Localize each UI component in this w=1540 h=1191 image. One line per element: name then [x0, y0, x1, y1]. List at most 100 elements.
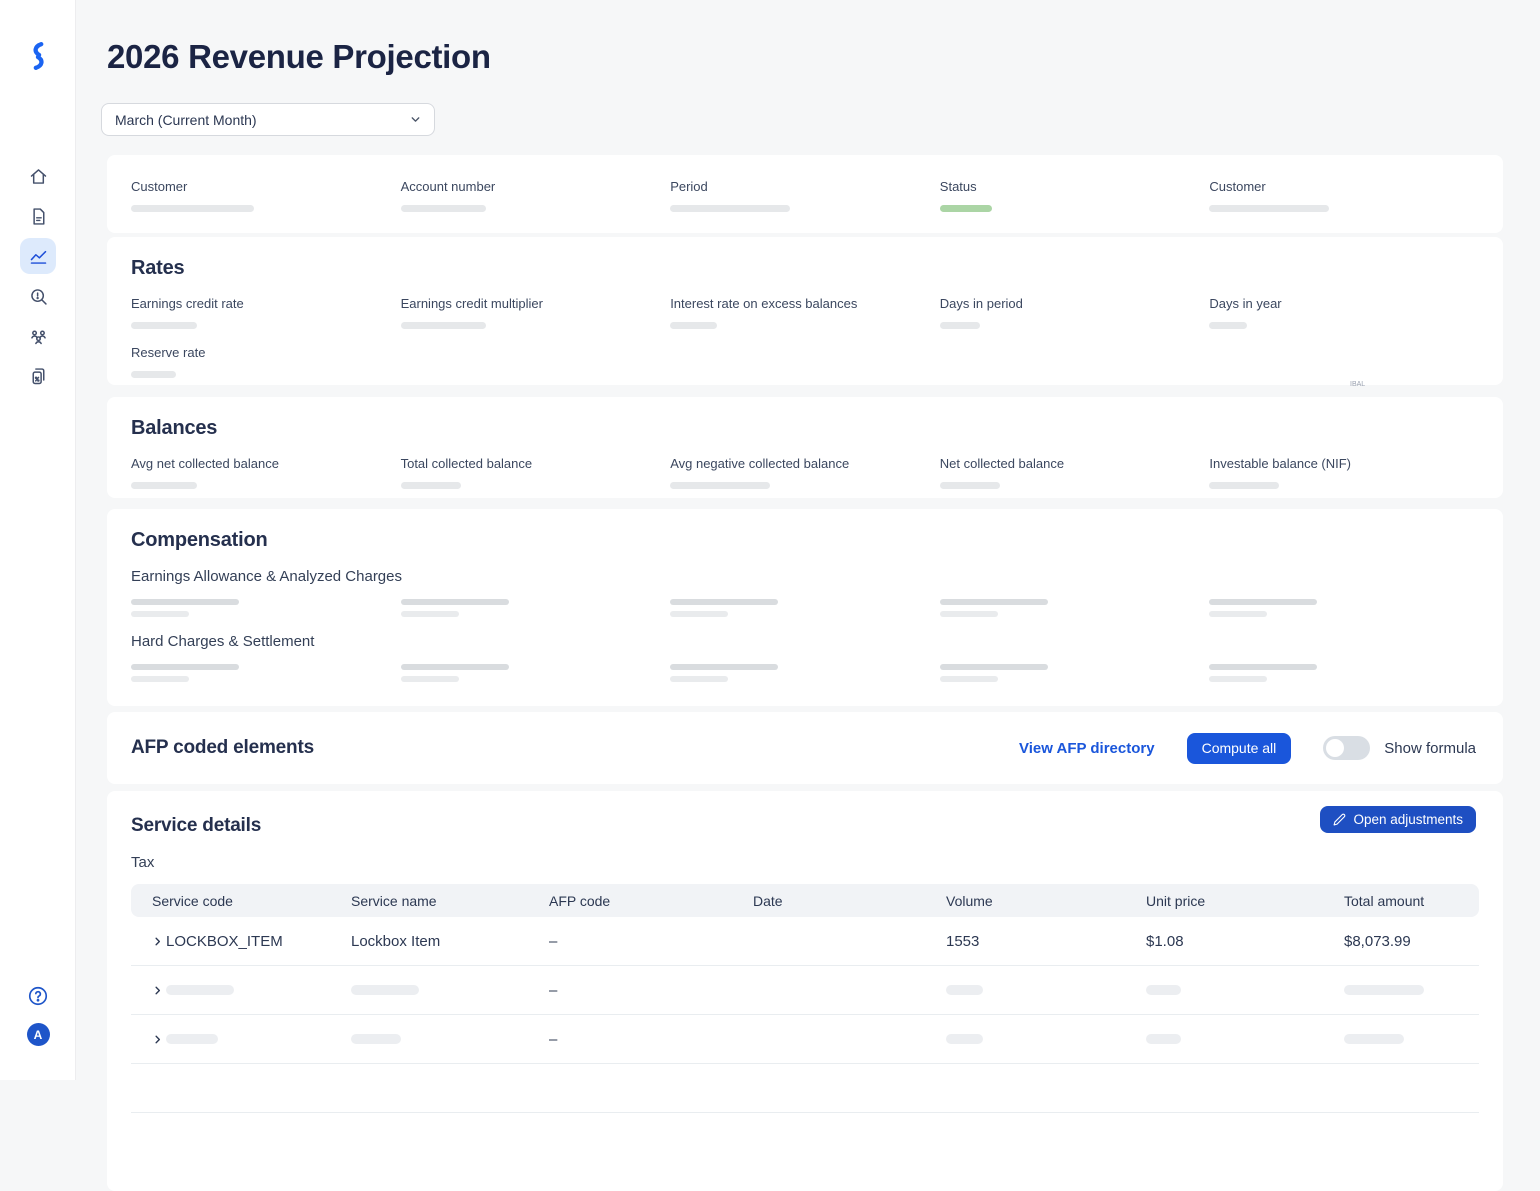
- skeleton-bar: [131, 205, 254, 212]
- team-icon: [30, 330, 46, 344]
- skeleton-bar: [1209, 611, 1268, 617]
- skeleton-pair: [670, 664, 940, 682]
- sidebar-item-chart[interactable]: [20, 238, 56, 274]
- chevron-down-icon: [411, 117, 420, 122]
- table-row[interactable]: LOCKBOX_ITEM Lockbox Item – 1553 $1.08 $8,073…: [131, 917, 1479, 966]
- field: Days in year: [1209, 296, 1479, 329]
- service-code-value: LOCKBOX_ITEM: [166, 932, 283, 950]
- expand-row-button[interactable]: [152, 1034, 163, 1045]
- field: Interest rate on excess balances: [670, 296, 940, 329]
- skeleton-bar: [131, 676, 189, 682]
- skeleton-pair: [939, 599, 1210, 617]
- afp-coded-elements-card: AFP coded elements View AFP directory Co…: [107, 712, 1503, 784]
- main-content: 2026 Revenue Projection March (Current M…: [76, 0, 1540, 1191]
- cell-unit-price: [1146, 982, 1344, 999]
- cell-service-name: [351, 982, 549, 999]
- field-label: Net collected balance: [939, 456, 1065, 471]
- field-label: Customer: [131, 179, 188, 194]
- skeleton-pair: [939, 664, 1210, 682]
- service-details-title: Service details: [131, 815, 262, 836]
- expand-row-button[interactable]: [152, 936, 163, 947]
- skeleton-bar: [131, 599, 239, 605]
- field-label: Interest rate on excess balances: [670, 296, 858, 311]
- help-icon[interactable]: [27, 985, 49, 1007]
- cell-unit-price: [1146, 1031, 1344, 1048]
- skeleton-bar: [670, 322, 718, 329]
- table-header-row: Service code Service name AFP code Date Volu…: [131, 884, 1479, 917]
- field: Period: [670, 179, 940, 212]
- cell-afp-code: –: [549, 981, 558, 999]
- tax-group-label: Tax: [131, 854, 155, 871]
- open-adjustments-button[interactable]: Open adjustments: [1320, 806, 1476, 833]
- service-table: Service code Service name AFP code Date Volu…: [131, 884, 1479, 1113]
- compensation-skeleton-grid: [131, 664, 1479, 682]
- skeleton-bar: [166, 985, 234, 995]
- chevron-right-icon: [155, 937, 161, 945]
- field: Avg negative collected balance: [670, 456, 940, 489]
- skeleton-bar: [946, 1033, 983, 1044]
- sidebar-item-document[interactable]: [20, 198, 56, 234]
- field-label: Days in year: [1209, 296, 1282, 311]
- column-header: Service name: [351, 892, 437, 909]
- column-header: Total amount: [1344, 892, 1425, 909]
- cell-service-name: [351, 1031, 549, 1048]
- balances-card: Balances Avg net collected balance Total …: [107, 397, 1503, 498]
- cell-service-name: Lockbox Item: [351, 932, 441, 950]
- show-formula-toggle[interactable]: [1323, 736, 1371, 760]
- skeleton-bar: [939, 611, 998, 617]
- expand-row-button[interactable]: [152, 985, 163, 996]
- field-label: Customer: [1209, 179, 1266, 194]
- ibal-label: IBAL: [1350, 381, 1366, 388]
- field: Earnings credit rate: [131, 296, 401, 329]
- field: Status: [939, 179, 1210, 212]
- cell-afp-code: –: [549, 932, 558, 950]
- cell-volume: [946, 982, 1146, 999]
- skeleton-bar: [670, 205, 791, 212]
- skeleton-bar: [1146, 1033, 1181, 1044]
- page-title: 2026 Revenue Projection: [107, 38, 491, 75]
- skeleton-bar: [351, 1033, 401, 1044]
- skeleton-pair: [400, 599, 671, 617]
- view-afp-directory-link[interactable]: View AFP directory: [1018, 739, 1155, 757]
- table-row: [131, 1064, 1479, 1113]
- compute-all-button[interactable]: Compute all: [1186, 732, 1292, 764]
- skeleton-bar: [166, 1034, 218, 1044]
- skeleton-pair: [670, 599, 940, 617]
- show-formula-label: Show formula: [1384, 739, 1476, 757]
- field-label: Days in period: [939, 296, 1023, 311]
- skeleton-bar: [400, 599, 509, 605]
- skeleton-bar: [946, 984, 983, 995]
- skeleton-pair: [1209, 599, 1479, 617]
- chart-icon: [30, 250, 46, 264]
- column-header: Volume: [946, 892, 993, 909]
- table-row[interactable]: –: [131, 1015, 1479, 1064]
- sidebar-item-home[interactable]: [20, 158, 56, 194]
- service-details-card: Service details Open adjustments Tax Ser…: [107, 791, 1503, 1191]
- skeleton-bar: [1344, 984, 1424, 995]
- field-label: Total collected balance: [400, 456, 533, 471]
- skeleton-bar: [1344, 1033, 1404, 1044]
- cell-service-code: [131, 985, 351, 996]
- skeleton-pair: [131, 664, 401, 682]
- summary-card: Customer Account number Period Status Custom…: [107, 155, 1503, 233]
- sidebar-item-statements[interactable]: [20, 358, 56, 394]
- skeleton-bar: [939, 676, 998, 682]
- column-header: Service code: [152, 892, 233, 909]
- field: Days in period: [939, 296, 1210, 329]
- cell-service-code: [131, 1034, 351, 1045]
- field-label: Earnings credit rate: [131, 296, 244, 311]
- skeleton-bar: [1209, 205, 1330, 212]
- skeleton-bar: [670, 664, 779, 670]
- sidebar-item-search-review[interactable]: [20, 278, 56, 314]
- field: Customer: [131, 179, 401, 212]
- month-selector[interactable]: March (Current Month): [101, 103, 435, 136]
- field: Reserve rate: [131, 345, 401, 378]
- compensation-title: Compensation: [131, 529, 268, 551]
- afp-title: AFP coded elements: [131, 737, 314, 758]
- field-label: Account number: [400, 179, 496, 194]
- table-row[interactable]: –: [131, 966, 1479, 1015]
- column-header: Date: [753, 892, 783, 909]
- skeleton-pair: [131, 599, 401, 617]
- sidebar-item-team[interactable]: [20, 318, 56, 354]
- avatar[interactable]: A: [26, 1023, 50, 1046]
